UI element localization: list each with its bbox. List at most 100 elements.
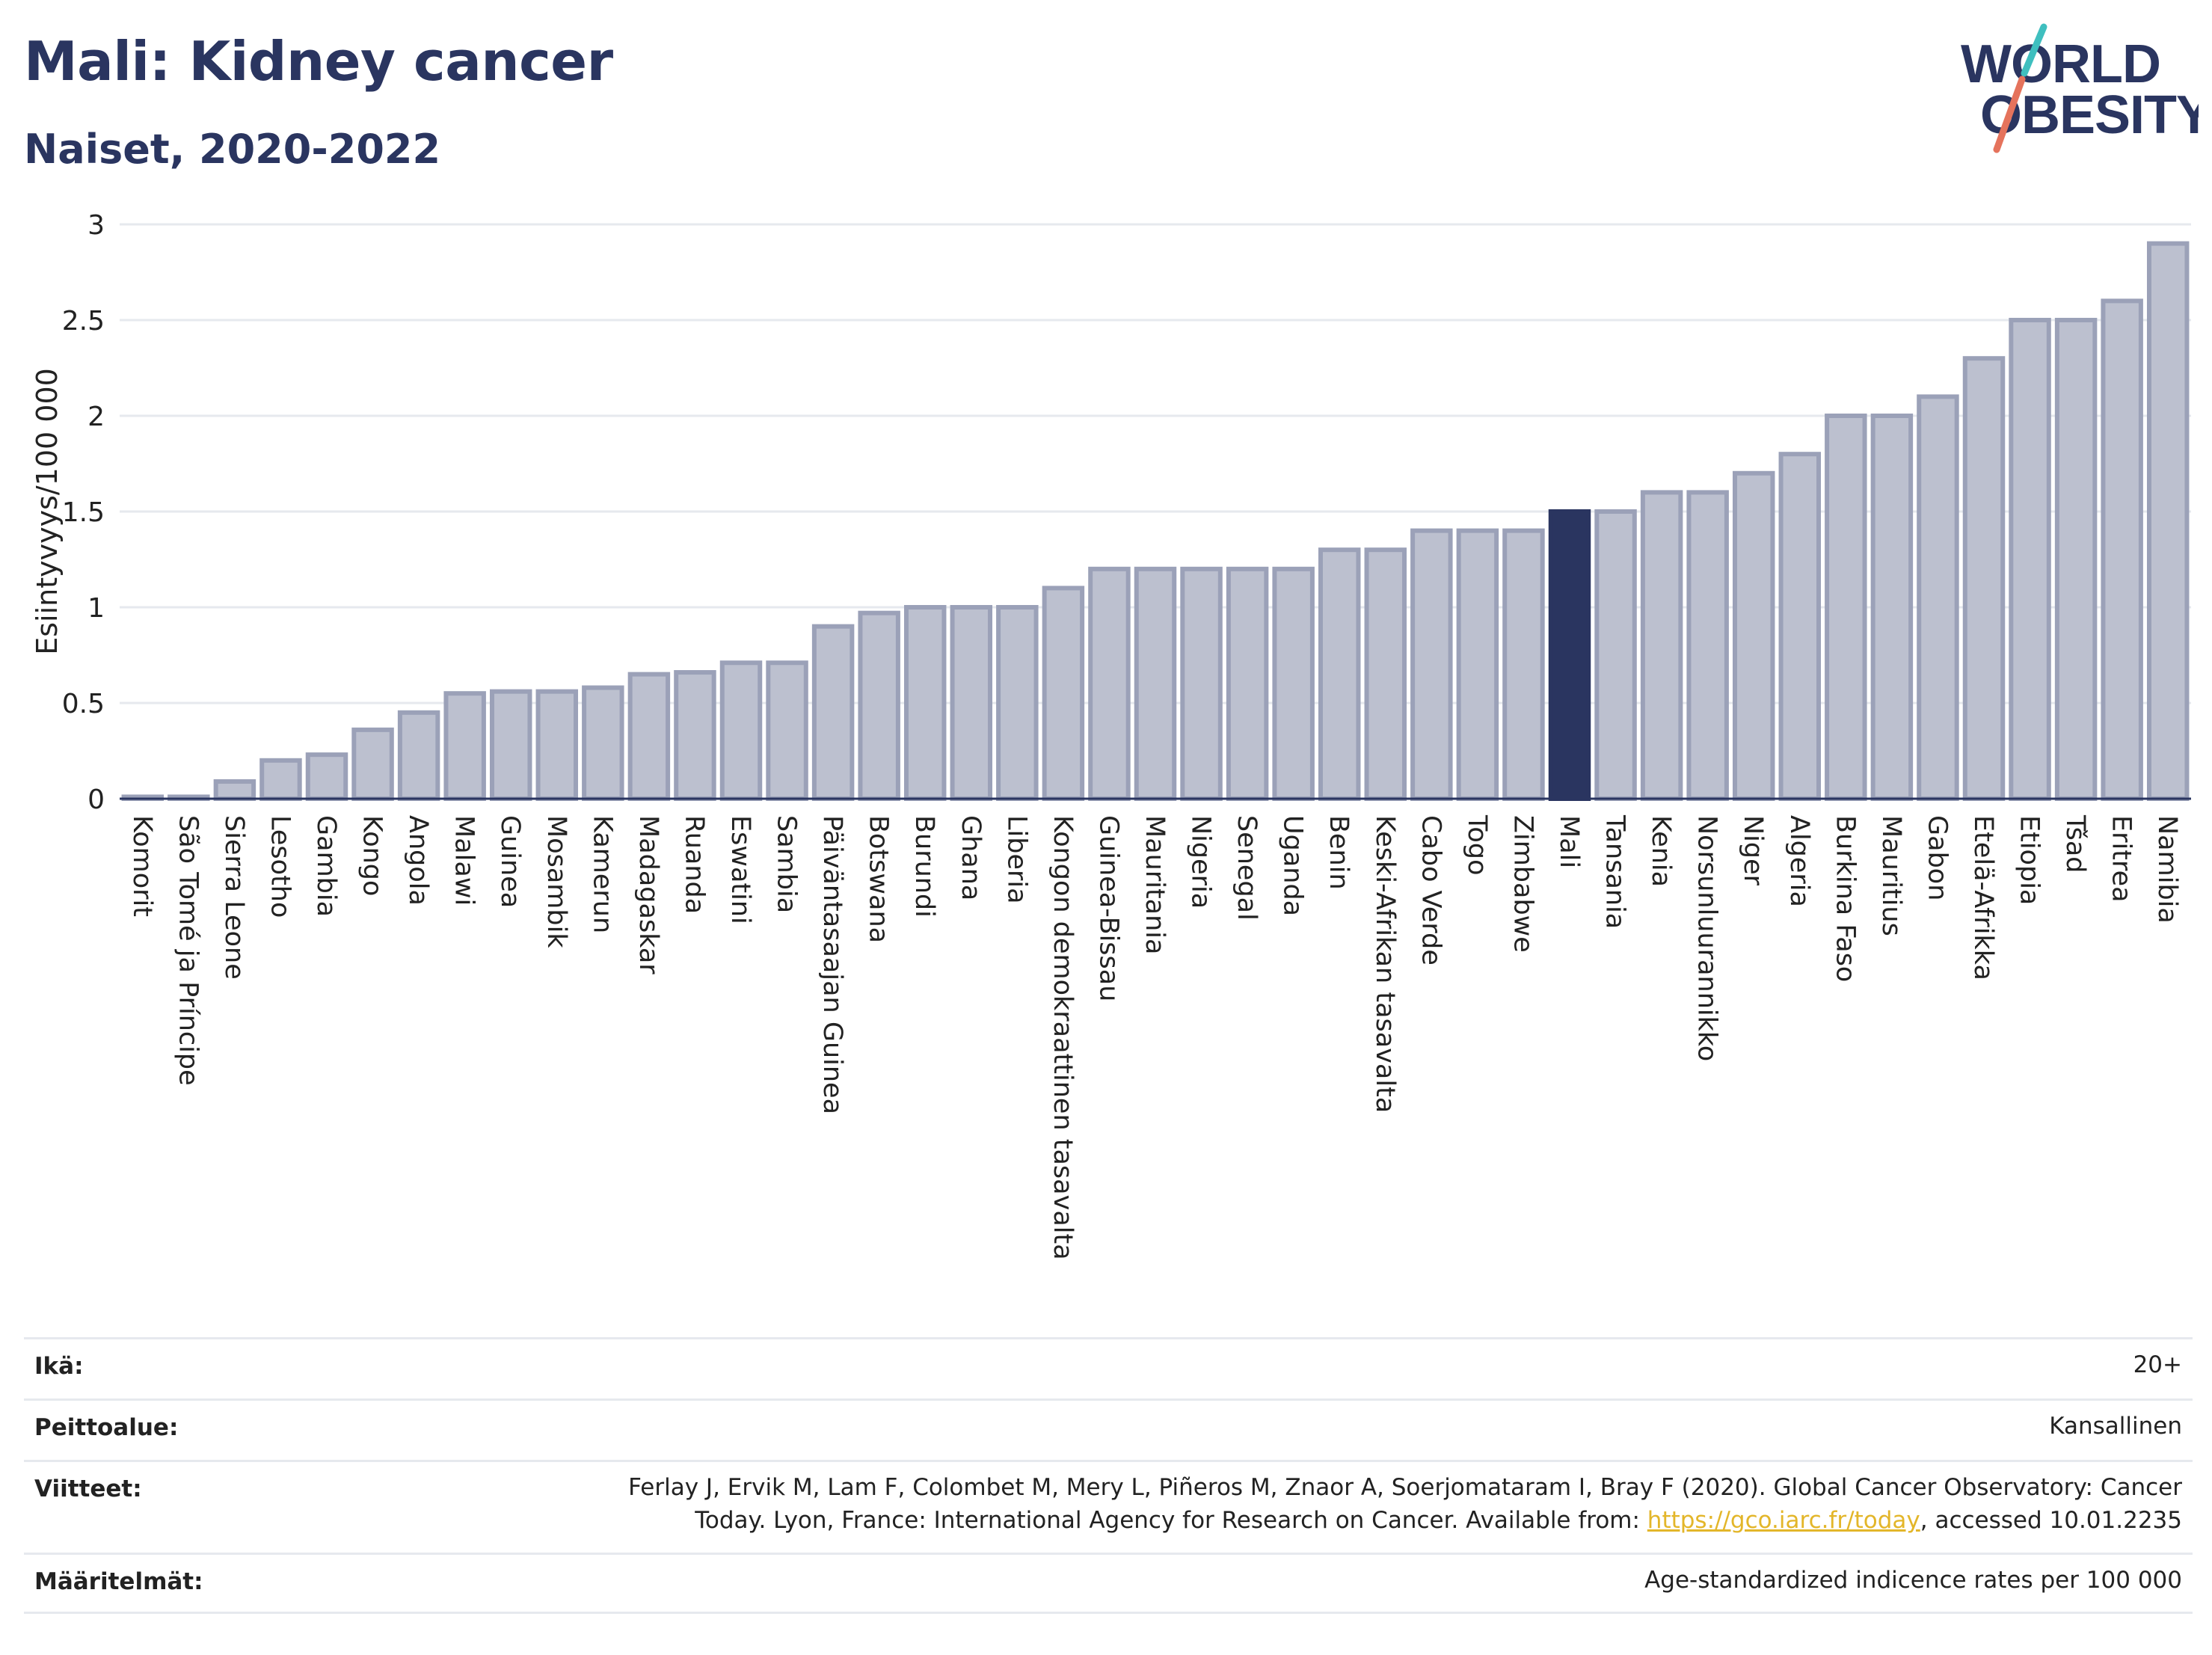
meta-label: Viitteet: [34,1476,142,1502]
x-tick-label: Eswatini [725,815,755,924]
bar-malawi [443,691,486,802]
x-tick-label: Namibia [2152,815,2182,924]
x-tick-label: Mali [1554,815,1584,868]
x-tick-label: Komorit [127,815,157,917]
x-tick-label: Niger [1738,815,1768,886]
y-tick-label: 3 [87,210,105,241]
bar-algeria [1778,452,1822,801]
bar-ghana [950,605,993,801]
x-tick-label: Keski-Afrikan tasavalta [1370,815,1400,1113]
bar-mauritius [1870,414,1914,801]
y-tick-label: 2.5 [62,306,105,337]
x-tick-label: Eritrea [2107,815,2136,903]
x-tick-label: Zimbabwe [1508,815,1537,953]
x-tick-label: Malawi [449,815,479,906]
x-tick-label: Gambia [311,815,341,917]
y-tick-label: 2 [87,402,105,432]
bar-senegal [1226,566,1269,801]
bar-eritrea [2101,298,2143,801]
logo-text-world: WORLD [1961,34,2160,94]
x-tick-label: Kongo [357,815,387,896]
x-tick-label: Burundi [909,815,939,918]
x-tick-label: Etelä-Afrikka [1968,815,1998,980]
bar-angola [397,710,440,801]
x-tick-label: Uganda [1278,815,1308,916]
bar-cabo-verde [1410,528,1453,801]
y-axis-ticks: 0 0.5 1 1.5 2 2.5 3 [62,210,105,815]
x-tick-label: Sambia [772,815,802,913]
bar-namibia [2146,241,2190,802]
x-tick-label: Lesotho [265,815,295,918]
world-obesity-logo: WORLD OBESITY [1961,23,2199,153]
x-tick-label: Norsunluurannikko [1692,815,1722,1061]
bar-etel-afrikka [1962,356,2006,801]
x-tick-label: Kamerun [587,815,617,933]
bar-burkina-faso [1825,414,1867,801]
x-tick-label: Kongon demokraattinen tasavalta [1048,815,1078,1260]
meta-label: Peittoalue: [34,1414,179,1441]
x-tick-label: Cabo Verde [1416,815,1446,965]
y-axis-label: Esiintyvyys/100 000 [31,368,64,655]
x-tick-label: Mosambik [541,815,571,948]
meta-row: Viitteet: Ferlay J, Ervik M, Lam F, Colom… [24,1460,2193,1553]
bar-ruanda [674,670,716,801]
bar-guinea-bissau [1088,566,1131,801]
x-tick-label: Etiopia [2015,815,2044,905]
reference-link[interactable]: https://gco.iarc.fr/today [1647,1507,1920,1534]
bar-uganda [1272,566,1315,801]
bar-keski-afrikan-tasavalta [1364,547,1407,801]
x-tick-label: Tšad [2060,814,2090,873]
bar-etiopia [2009,318,2051,801]
x-axis-ticks: Komorit São Tomé ja Príncipe Sierra Leone L… [127,814,2182,1260]
x-tick-label: Benin [1324,815,1354,890]
reference-text: , accessed 10.01.2235 [1920,1507,2182,1534]
bar-botswana [858,610,900,801]
meta-label: Ikä: [34,1353,84,1380]
bar-kongon-demokraattinen-tasavalta [1042,586,1085,802]
page-subtitle: Naiset, 2020-2022 [24,126,441,173]
reference-text: Today. Lyon, France: International Agenc… [695,1507,1647,1534]
meta-row: Peittoalue: Kansallinen [24,1398,2193,1460]
x-tick-label: Mauritius [1876,815,1906,936]
bar-p-iv-ntasaajan-guinea [811,624,855,801]
y-tick-label: 1 [87,593,105,624]
y-tick-label: 0.5 [62,689,105,719]
bar-mosambik [535,689,579,802]
x-tick-label: São Tomé ja Príncipe [173,815,203,1086]
x-tick-label: Guinea-Bissau [1093,815,1123,1001]
x-tick-label: Senegal [1232,815,1262,921]
bar-madagaskar [627,672,671,801]
bar-togo [1456,528,1499,801]
bar-gabon [1917,394,1959,801]
y-tick-label: 0 [87,784,105,815]
bar-norsunluurannikko [1686,490,1729,802]
meta-value: Ferlay J, Ervik M, Lam F, Colombet M, Me… [628,1471,2193,1537]
bar-guinea [489,689,532,802]
x-tick-label: Madagaskar [633,815,663,974]
bar-mali [1548,509,1591,801]
x-tick-label: Tansania [1600,814,1630,929]
x-tick-label: Kenia [1646,815,1676,887]
bar-kamerun [582,685,624,802]
y-tick-label: 1.5 [62,497,105,528]
bar-tansania [1594,509,1637,801]
x-tick-label: Ghana [956,815,986,900]
x-tick-label: Burkina Faso [1830,815,1860,982]
meta-value: Age-standardized indicence rates per 100… [1644,1567,2182,1594]
reference-text: Ferlay J, Ervik M, Lam F, Colombet M, Me… [628,1474,2182,1501]
logo-slash-teal [2021,23,2047,77]
page-title: Mali: Kidney cancer [24,30,613,93]
x-tick-label: Botswana [864,815,894,943]
bar-kenia [1640,490,1683,802]
metadata-table: Ikä: 20+ Peittoalue: Kansallinen Viitteet: Fe… [24,1337,2193,1614]
bar-mauritania [1134,566,1177,801]
bar-gambia [305,752,348,801]
x-tick-label: Mauritania [1140,815,1170,954]
x-tick-label: Gabon [1922,815,1952,900]
bar-sierra-leone [213,779,256,801]
bar-nigeria [1180,566,1223,801]
logo-slash-coral [1993,76,2026,153]
bar-kongo [351,727,394,802]
bar-chart: 0 0.5 1 1.5 2 2.5 3 Komorit São Tomé ja Príncip… [31,210,2191,1260]
meta-value: 20+ [2133,1351,2182,1378]
